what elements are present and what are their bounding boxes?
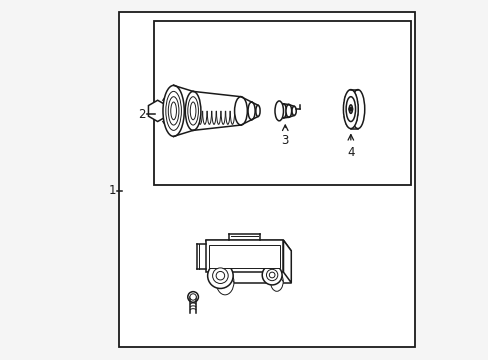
Ellipse shape (285, 104, 291, 117)
Circle shape (207, 263, 233, 288)
Circle shape (189, 294, 196, 300)
Polygon shape (205, 240, 291, 251)
Ellipse shape (346, 97, 355, 122)
Circle shape (187, 292, 198, 302)
Ellipse shape (168, 97, 179, 125)
Circle shape (212, 268, 228, 283)
Circle shape (348, 107, 352, 111)
Text: 4: 4 (346, 146, 354, 159)
Ellipse shape (165, 91, 181, 130)
Ellipse shape (216, 269, 233, 295)
Ellipse shape (274, 101, 283, 121)
Bar (154, 21, 410, 185)
Polygon shape (148, 100, 166, 122)
Ellipse shape (350, 90, 364, 129)
Ellipse shape (348, 105, 352, 113)
Text: 1: 1 (108, 184, 116, 197)
Ellipse shape (190, 102, 196, 120)
Bar (205, 240, 283, 272)
Polygon shape (283, 240, 291, 283)
Circle shape (269, 272, 274, 278)
Ellipse shape (291, 106, 296, 116)
Ellipse shape (234, 97, 247, 125)
Ellipse shape (270, 271, 283, 291)
Bar (209, 244, 279, 268)
Ellipse shape (187, 97, 198, 125)
Ellipse shape (163, 85, 184, 136)
Ellipse shape (280, 104, 286, 118)
Ellipse shape (247, 102, 255, 120)
Text: 3: 3 (281, 134, 288, 147)
Circle shape (266, 269, 277, 281)
Bar (119, 12, 414, 347)
Circle shape (262, 265, 282, 285)
Circle shape (216, 271, 224, 280)
Text: 2: 2 (138, 108, 145, 121)
Ellipse shape (170, 102, 176, 120)
Polygon shape (213, 251, 291, 283)
Ellipse shape (255, 105, 260, 117)
Ellipse shape (343, 90, 358, 129)
Ellipse shape (185, 91, 201, 130)
